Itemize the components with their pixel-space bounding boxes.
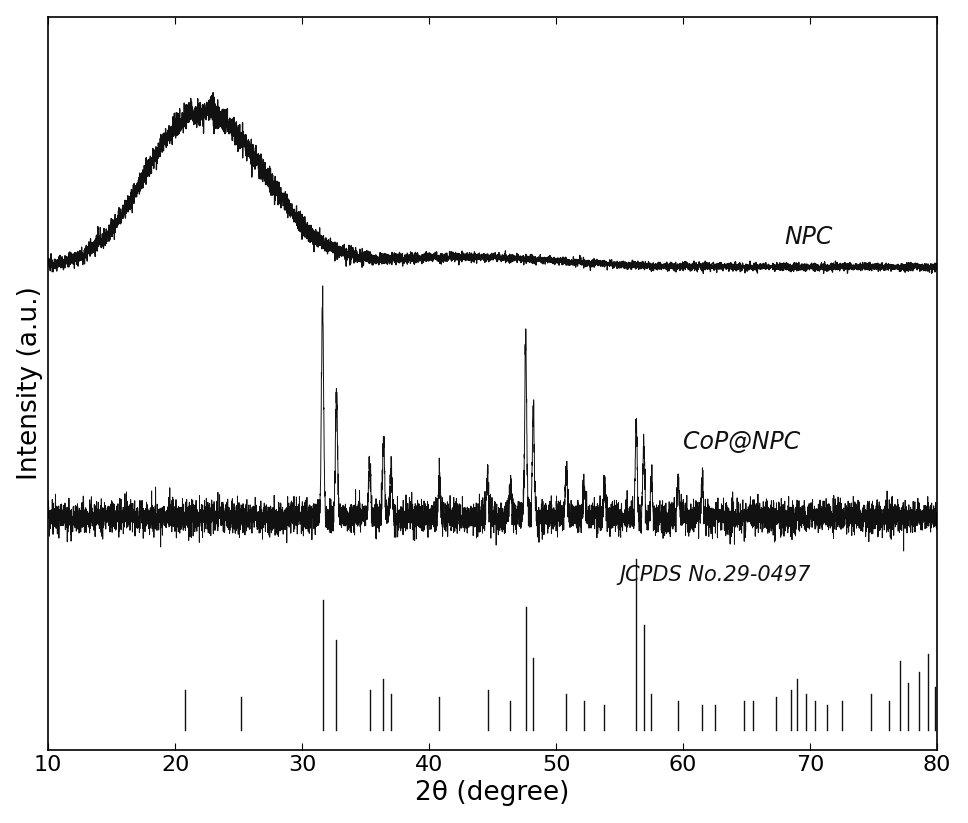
- Text: NPC: NPC: [785, 225, 833, 249]
- Text: CoP@NPC: CoP@NPC: [683, 430, 801, 454]
- Text: JCPDS No.29-0497: JCPDS No.29-0497: [620, 565, 811, 585]
- X-axis label: 2θ (degree): 2θ (degree): [415, 780, 570, 807]
- Y-axis label: Intensity (a.u.): Intensity (a.u.): [16, 286, 43, 481]
